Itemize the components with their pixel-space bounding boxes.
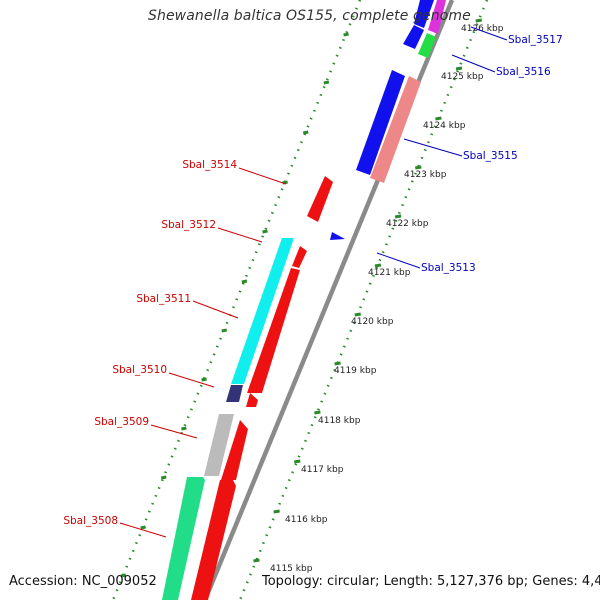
- kbp-label: 4120 kbp: [351, 317, 394, 327]
- gene-feature-sbal-3509: [204, 414, 234, 476]
- tick-mark: [343, 32, 349, 37]
- gene-feature-sbal-3508: [162, 477, 205, 600]
- gene-features: [162, 0, 446, 600]
- gene-feature-reverse-3511: [247, 268, 300, 393]
- tick-mark: [435, 116, 442, 121]
- gene-label: Sbal_3515: [463, 150, 518, 162]
- genome-summary-text: Topology: circular; Length: 5,127,376 bp…: [262, 574, 600, 589]
- gene-label: Sbal_3509: [94, 416, 149, 428]
- tick-mark: [314, 410, 321, 415]
- gene-feature-sbal-3517-a: [414, 0, 434, 28]
- tick-mark: [302, 130, 309, 135]
- gene-label-leader: [192, 300, 239, 319]
- tick-mark: [455, 66, 463, 71]
- gene-feature-reverse-3509: [221, 420, 248, 480]
- gene-label: Sbal_3514: [182, 159, 237, 171]
- gene-feature-sbal-3515-b: [370, 76, 421, 183]
- kbp-label: 4119 kbp: [334, 366, 377, 376]
- kbp-label: 4116 kbp: [285, 515, 328, 525]
- tick-mark: [415, 165, 422, 170]
- genome-title: Shewanella baltica OS155, complete genom…: [148, 8, 471, 24]
- tick-mark: [241, 279, 248, 284]
- tick-mark: [140, 525, 146, 530]
- gene-label-leader: [119, 522, 167, 538]
- tick-mark: [394, 214, 402, 219]
- tick-mark: [221, 328, 228, 333]
- gene-label-leaders: [119, 26, 508, 538]
- gene-feature-sbal-3514: [307, 176, 333, 222]
- gene-label: Sbal_3510: [112, 364, 167, 376]
- gene-feature-sbal-3511: [231, 238, 293, 384]
- kbp-label: 4126 kbp: [461, 24, 504, 34]
- gene-label-leader: [150, 424, 198, 439]
- tick-mark: [475, 18, 483, 23]
- kbp-label: 4125 kbp: [441, 72, 484, 82]
- gene-label-leader: [376, 252, 421, 269]
- tick-mark: [374, 263, 382, 268]
- tick-mark: [293, 459, 301, 464]
- gene-feature-sbal-3510: [226, 385, 243, 402]
- kbp-label: 4118 kbp: [318, 416, 361, 426]
- gene-feature-reverse-3510: [246, 393, 258, 407]
- kbp-label: 4115 kbp: [270, 564, 313, 574]
- gene-feature-reverse-3508: [191, 480, 236, 600]
- gene-label-leader: [238, 167, 287, 185]
- gene-label: Sbal_3513: [421, 262, 476, 274]
- gene-label-leader: [470, 26, 508, 41]
- gene-label-leader: [168, 372, 215, 388]
- tick-mark: [160, 475, 167, 480]
- kbp-label: 4121 kbp: [368, 268, 411, 278]
- tick-marks: [120, 18, 483, 578]
- gene-feature-sbal-3516-a: [403, 25, 424, 49]
- kbp-label: 4122 kbp: [386, 219, 429, 229]
- gene-feature-sbal-3517-b: [428, 0, 446, 34]
- tick-mark: [181, 426, 187, 431]
- inner-tick-guide: [238, 0, 489, 600]
- kbp-label: 4124 kbp: [423, 121, 466, 131]
- gene-feature-sbal-3516-b: [418, 33, 436, 58]
- kbp-scale: 4126 kbp 4125 kbp 4124 kbp 4123 kbp 4122 kbp…: [270, 24, 504, 574]
- gene-label: Sbal_3516: [496, 66, 551, 78]
- tick-mark: [253, 558, 260, 563]
- tick-mark: [273, 509, 280, 514]
- gene-label-leader: [217, 227, 263, 243]
- gene-feature-sbal-3513: [330, 232, 345, 240]
- gene-labels: Sbal_3517 Sbal_3516 Sbal_3515 Sbal_3513 Sbal…: [63, 34, 562, 527]
- tick-mark: [120, 573, 127, 578]
- accession-text: Accession: NC_009052: [9, 574, 157, 589]
- tick-mark: [334, 361, 341, 366]
- gene-label-leader: [403, 138, 463, 157]
- tick-mark: [354, 312, 361, 317]
- gene-label: Sbal_3508: [63, 515, 118, 527]
- gene-label: Sbal_3517: [508, 34, 563, 46]
- gene-label: Sbal_3512: [161, 219, 216, 231]
- tick-mark: [262, 229, 268, 234]
- tick-mark: [201, 377, 207, 382]
- gene-label: Sbal_3511: [136, 293, 191, 305]
- gene-feature-sbal-3515-a: [356, 70, 405, 175]
- tick-mark: [323, 80, 330, 85]
- kbp-label: 4117 kbp: [301, 465, 344, 475]
- kbp-label: 4123 kbp: [404, 170, 447, 180]
- outer-tick-guide: [111, 0, 362, 600]
- gene-feature-sbal-3512: [292, 246, 307, 268]
- gene-label-leader: [451, 54, 496, 73]
